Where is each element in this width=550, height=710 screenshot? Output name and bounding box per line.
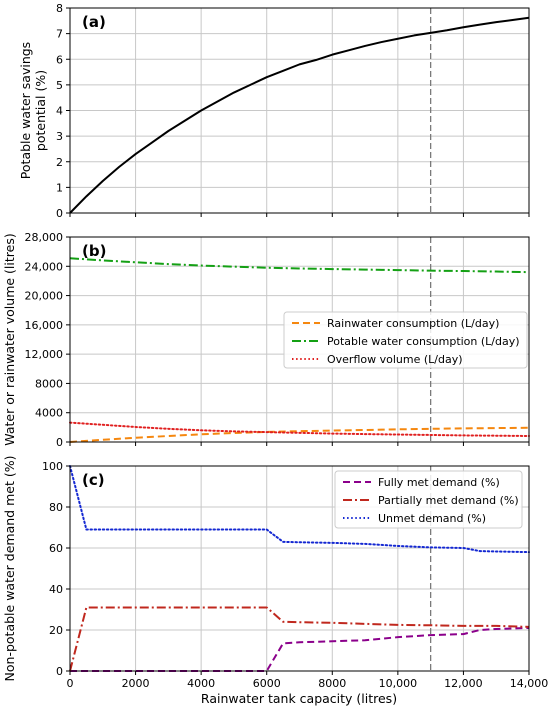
series-line-unmet-demand: [69, 465, 530, 554]
x-tick-label: 14,000: [510, 677, 549, 690]
panel-b: 0 4000 8000 12,000 16,000 20,000 24,000 28,000 (…: [2, 231, 530, 449]
y-tick-label: 60: [49, 542, 63, 555]
y-axis-label: Water or rainwater volume (litres): [2, 233, 17, 445]
y-tick-label: 0: [56, 665, 63, 678]
y-tick-label: 6: [56, 53, 63, 66]
y-tick-label: 8: [56, 2, 63, 15]
series-line-main: [69, 16, 530, 214]
x-tick-label: 4000: [187, 677, 215, 690]
panel-a: 0 1 2 3 4 5 6 7 8 (a) Potable water savings potenti…: [18, 2, 530, 220]
panel-c: 0 2000 4000 6000 8000 10,000 12,000 14,000 0 20 40…: [2, 456, 548, 690]
legend-label: Potable water consumption (L/day): [327, 335, 520, 348]
y-tick-label: 0: [56, 436, 63, 449]
legend-box: [283, 311, 528, 369]
y-tick-label: 7: [56, 28, 63, 41]
legend-label: Overflow volume (L/day): [327, 353, 463, 366]
axes-frame: [69, 236, 530, 443]
series-line-fully-met-demand: [70, 626, 530, 672]
y-tick-label: 16,000: [25, 319, 64, 332]
series-line-potable-water-consumption-l-day: [69, 257, 530, 274]
panel-label: (b): [82, 242, 106, 260]
legend-box: [334, 470, 523, 529]
x-tick-label: 0: [67, 677, 74, 690]
y-tick-label: 4: [56, 105, 63, 118]
legend-label: Unmet demand (%): [378, 512, 486, 525]
panel-label: (c): [82, 471, 105, 489]
legend-label: Fully met demand (%): [378, 476, 500, 489]
y-tick-label: 0: [56, 207, 63, 220]
x-tick-label: 6000: [253, 677, 281, 690]
y-tick-label: 100: [42, 460, 63, 473]
y-tick-label: 20,000: [25, 290, 64, 303]
x-axis-label: Rainwater tank capacity (litres): [201, 691, 397, 706]
y-axis-label: Non-potable water demand met (%): [2, 456, 17, 682]
panel-label: (a): [82, 13, 106, 31]
x-tick-label: 12,000: [444, 677, 483, 690]
y-tick-label: 2: [56, 156, 63, 169]
y-tick-label: 5: [56, 79, 63, 92]
legend-label: Rainwater consumption (L/day): [327, 317, 499, 330]
y-tick-label: 4000: [35, 407, 63, 420]
y-tick-label: 1: [56, 181, 63, 194]
series-line-overflow-volume-l-day: [69, 421, 530, 437]
y-tick-label: 20: [49, 624, 63, 637]
legend-label: Partially met demand (%): [378, 494, 519, 507]
y-axis-label: Potable water savings: [18, 42, 33, 179]
y-tick-label: 28,000: [25, 231, 64, 244]
series-line-partially-met-demand: [69, 606, 530, 672]
y-tick-label: 40: [49, 583, 63, 596]
y-axis-label: potential (%): [33, 70, 48, 151]
x-tick-label: 8000: [318, 677, 346, 690]
y-tick-label: 3: [56, 130, 63, 143]
y-tick-label: 24,000: [25, 260, 64, 273]
y-tick-label: 12,000: [25, 348, 64, 361]
x-tick-label: 10,000: [379, 677, 418, 690]
x-tick-label: 2000: [122, 677, 150, 690]
y-tick-label: 8000: [35, 377, 63, 390]
y-tick-label: 80: [49, 501, 63, 514]
axes-frame: [69, 465, 530, 672]
